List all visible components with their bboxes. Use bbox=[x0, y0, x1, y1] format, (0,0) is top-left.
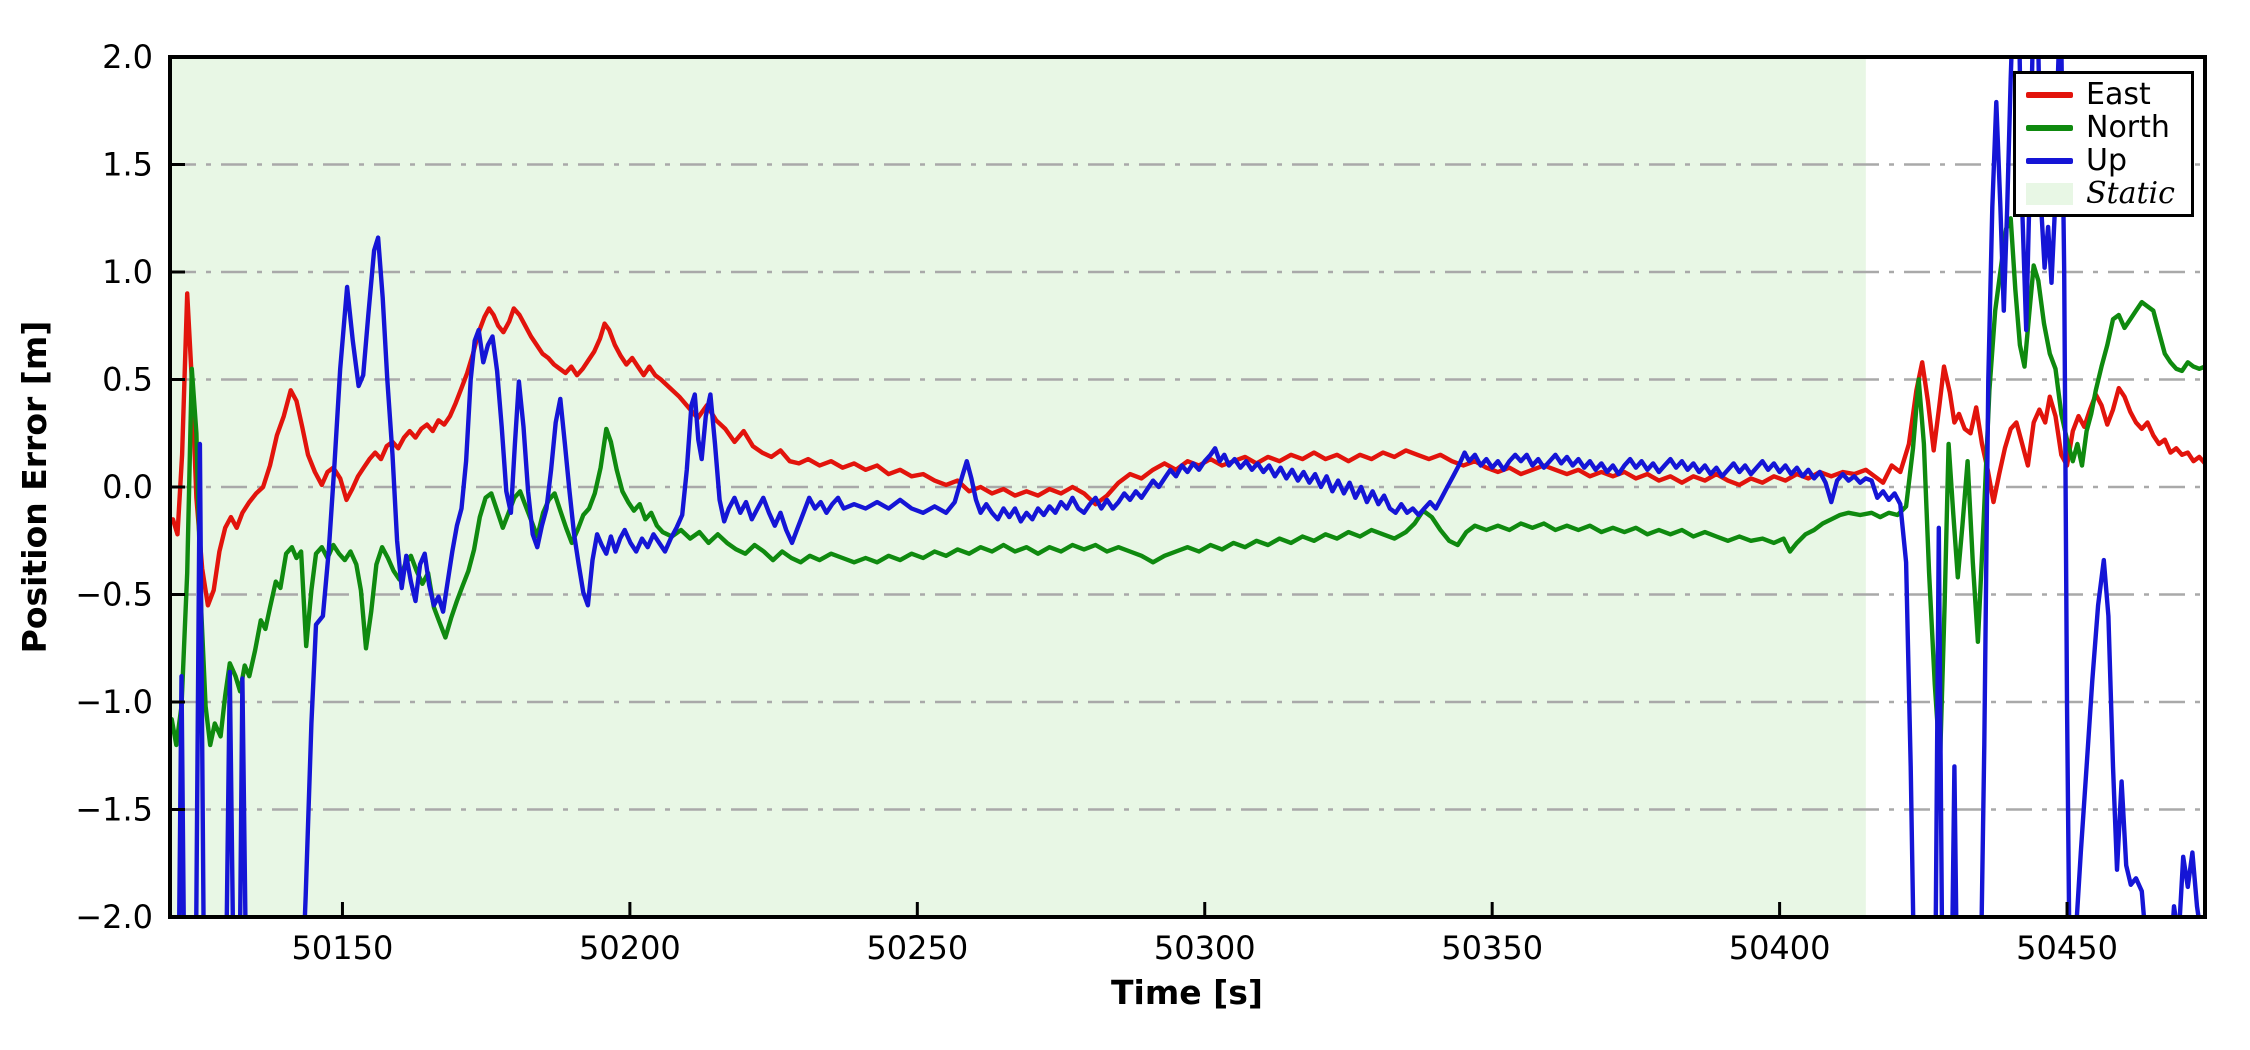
legend-label: East bbox=[2086, 76, 2151, 112]
legend-item-up: Up bbox=[2026, 144, 2181, 177]
legend-swatch-east bbox=[2026, 91, 2073, 98]
x-tick-label: 50300 bbox=[1154, 929, 1256, 967]
y-tick-label: 2.0 bbox=[102, 38, 153, 76]
x-tick-label: 50400 bbox=[1729, 929, 1831, 967]
x-tick-label: 50350 bbox=[1441, 929, 1543, 967]
x-tick-label: 50250 bbox=[866, 929, 968, 967]
legend-item-east: East bbox=[2026, 78, 2181, 111]
y-tick-label: −1.5 bbox=[75, 791, 153, 829]
series-group bbox=[170, 57, 2205, 917]
legend-swatch-north bbox=[2026, 124, 2073, 131]
y-tick-label: −2.0 bbox=[75, 898, 153, 936]
north-series-line bbox=[170, 216, 2205, 765]
y-tick-label: −0.5 bbox=[75, 576, 153, 614]
x-tick-label: 50200 bbox=[579, 929, 681, 967]
up-series-line bbox=[177, 57, 2201, 917]
y-tick-label: 0.5 bbox=[102, 361, 153, 399]
legend-label: Up bbox=[2086, 142, 2128, 178]
y-tick-label: 1.0 bbox=[102, 253, 153, 291]
y-tick-label: −1.0 bbox=[75, 683, 153, 721]
y-axis-label: Position Error [m] bbox=[15, 321, 54, 654]
x-tick-label: 50450 bbox=[2016, 929, 2118, 967]
x-axis-label: Time [s] bbox=[1111, 973, 1263, 1012]
legend-swatch-static bbox=[2026, 182, 2073, 205]
legend: East North Up Static bbox=[2013, 71, 2194, 217]
legend-swatch-up bbox=[2026, 157, 2073, 164]
x-tick-label: 50150 bbox=[292, 929, 394, 967]
y-tick-label: 1.5 bbox=[102, 146, 153, 184]
legend-label: Static bbox=[2086, 175, 2175, 211]
legend-label: North bbox=[2086, 109, 2170, 145]
y-tick-label: 0.0 bbox=[102, 468, 153, 506]
legend-item-static: Static bbox=[2026, 177, 2181, 210]
legend-item-north: North bbox=[2026, 111, 2181, 144]
east-series-line bbox=[170, 291, 2205, 608]
